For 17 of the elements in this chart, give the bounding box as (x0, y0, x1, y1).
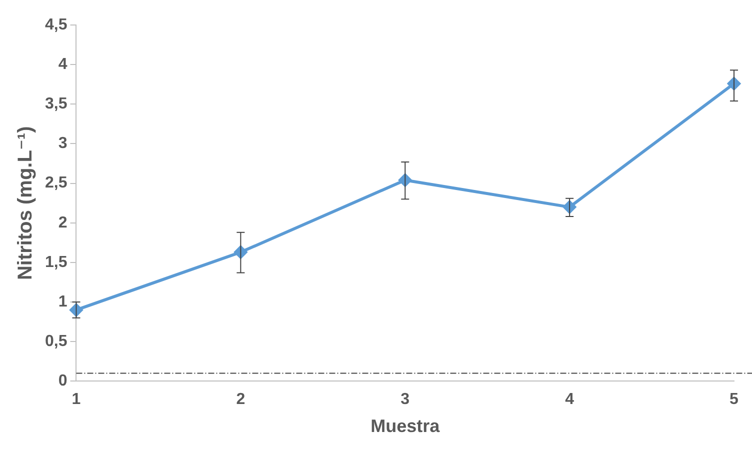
y-tick-label: 4,5 (44, 16, 68, 34)
y-tick-label: 2,5 (44, 174, 68, 192)
x-tick-label: 5 (730, 391, 739, 408)
y-tick-label: 2 (58, 214, 68, 232)
y-tick-label: 0,5 (44, 333, 68, 350)
y-tick-label: 0 (58, 372, 68, 390)
y-tick-label: 1,5 (44, 254, 68, 271)
y-tick-label: 4 (58, 56, 68, 73)
x-tick-label: 2 (236, 391, 246, 408)
x-tick-label: 1 (72, 391, 81, 408)
y-axis-title: Nitritos (mg.L⁻¹) (14, 126, 37, 280)
x-tick-label: 4 (565, 391, 574, 408)
y-tick-label: 3,5 (44, 96, 68, 113)
x-tick-label: 3 (400, 391, 410, 408)
x-axis-title: Muestra (370, 416, 441, 436)
y-tick-label: 1 (58, 293, 68, 310)
y-tick-label: 3 (58, 135, 68, 152)
